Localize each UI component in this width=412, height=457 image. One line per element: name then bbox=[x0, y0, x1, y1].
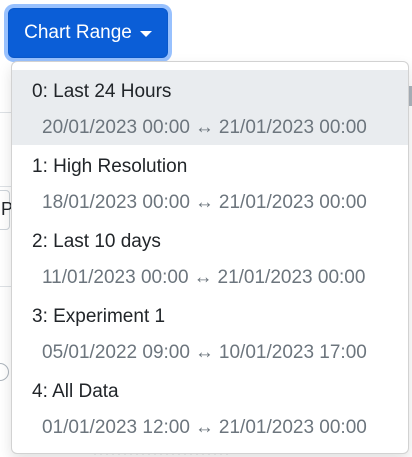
chart-range-menu: 0: Last 24 Hours 20/01/2023 00:00 ↔ 21/01/… bbox=[11, 61, 409, 454]
range-end: 21/01/2023 00:00 bbox=[218, 192, 367, 213]
left-right-arrow-icon: ↔ bbox=[194, 342, 214, 363]
background-divider bbox=[0, 286, 11, 287]
chart-range-option-title: 3: Experiment 1 bbox=[32, 306, 166, 327]
caret-down-icon bbox=[139, 31, 152, 37]
background-radio bbox=[0, 363, 9, 381]
range-start: 20/01/2023 00:00 bbox=[42, 117, 190, 138]
chart-range-option-range: 05/01/2022 09:00 ↔ 10/01/2023 17:00 bbox=[32, 341, 408, 365]
chart-range-option-title: 0: Last 24 Hours bbox=[32, 81, 172, 102]
background-input bbox=[0, 190, 10, 230]
chart-range-option-range: 01/01/2023 12:00 ↔ 21/01/2023 00:00 bbox=[32, 416, 408, 440]
left-right-arrow-icon: ↔ bbox=[194, 417, 214, 438]
chart-range-option-all-data[interactable]: 4: All Data 01/01/2023 12:00 ↔ 21/01/2023 … bbox=[12, 370, 408, 445]
chart-range-option-last-24-hours[interactable]: 0: Last 24 Hours 20/01/2023 00:00 ↔ 21/01/… bbox=[12, 70, 408, 145]
range-end: 21/01/2023 00:00 bbox=[218, 417, 367, 438]
range-start: 05/01/2022 09:00 bbox=[42, 342, 190, 363]
left-right-arrow-icon: ↔ bbox=[193, 267, 213, 288]
chart-range-option-range: 20/01/2023 00:00 ↔ 21/01/2023 00:00 bbox=[32, 116, 408, 140]
background-divider bbox=[409, 86, 412, 106]
chart-range-option-range: 11/01/2023 00:00 ↔ 21/01/2023 00:00 bbox=[32, 266, 408, 290]
left-right-arrow-icon: ↔ bbox=[194, 192, 214, 213]
range-start: 11/01/2023 00:00 bbox=[42, 267, 189, 288]
chart-range-button-label: Chart Range bbox=[24, 22, 132, 43]
range-start: 01/01/2023 12:00 bbox=[42, 417, 190, 438]
chart-range-option-last-10-days[interactable]: 2: Last 10 days 11/01/2023 00:00 ↔ 21/01/2… bbox=[12, 220, 408, 295]
chart-range-option-range: 18/01/2023 00:00 ↔ 21/01/2023 00:00 bbox=[32, 191, 408, 215]
range-end: 21/01/2023 00:00 bbox=[217, 267, 366, 288]
chart-range-option-title: 4: All Data bbox=[32, 381, 119, 402]
background-divider bbox=[0, 112, 11, 113]
range-end: 21/01/2023 00:00 bbox=[218, 117, 367, 138]
chart-range-option-experiment-1[interactable]: 3: Experiment 1 05/01/2022 09:00 ↔ 10/01/2… bbox=[12, 295, 408, 370]
chart-range-option-high-resolution[interactable]: 1: High Resolution 18/01/2023 00:00 ↔ 21/0… bbox=[12, 145, 408, 220]
background-partial-text: P bbox=[1, 199, 14, 219]
left-right-arrow-icon: ↔ bbox=[194, 117, 214, 138]
chart-range-dropdown-button[interactable]: Chart Range bbox=[8, 8, 168, 58]
chart-range-option-title: 1: High Resolution bbox=[32, 156, 188, 177]
chart-range-option-title: 2: Last 10 days bbox=[32, 231, 161, 252]
range-end: 10/01/2023 17:00 bbox=[218, 342, 367, 363]
background-divider bbox=[0, 186, 11, 187]
range-start: 18/01/2023 00:00 bbox=[42, 192, 190, 213]
